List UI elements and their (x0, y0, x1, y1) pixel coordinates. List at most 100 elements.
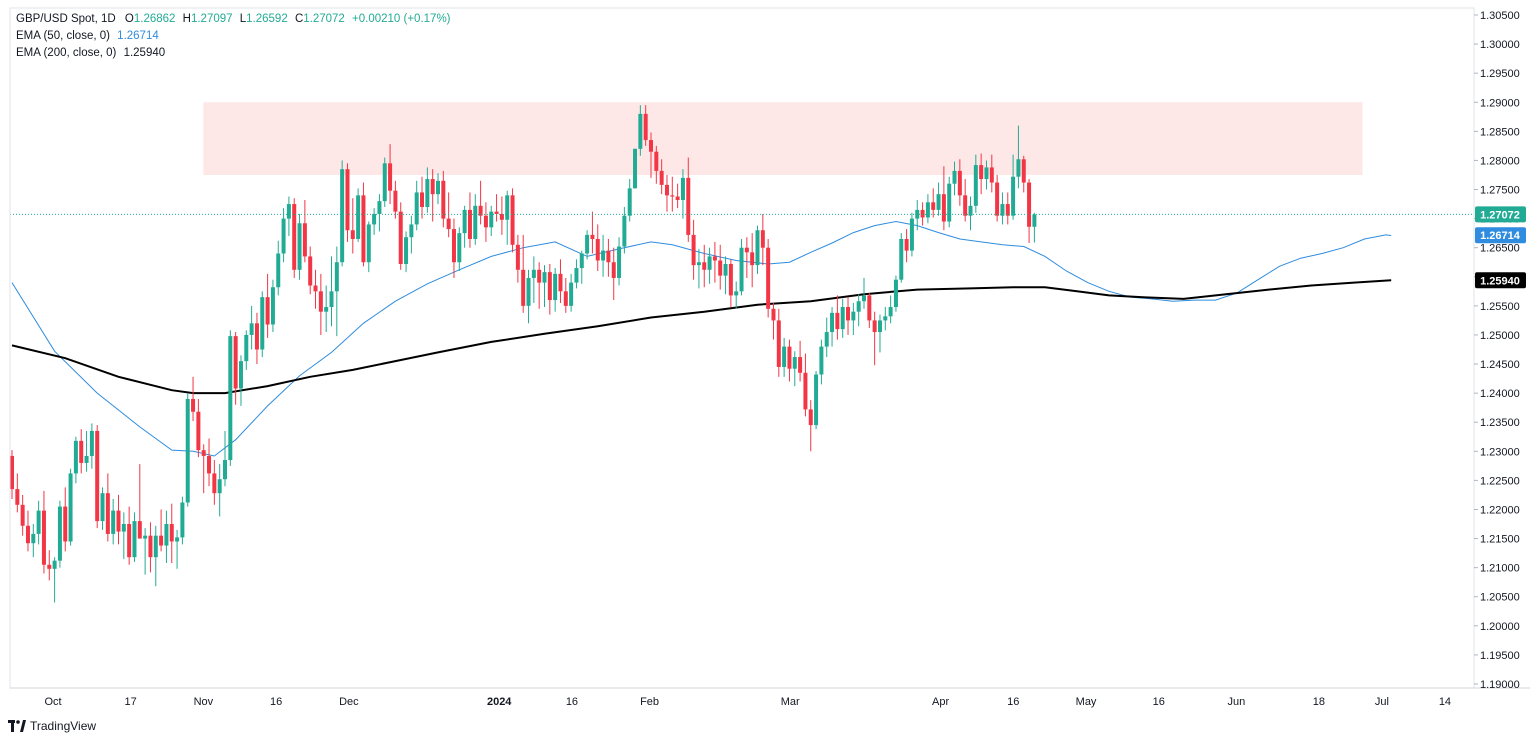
candle-body (851, 311, 856, 321)
candle-body (1027, 182, 1032, 227)
candle (260, 291, 265, 358)
candle-body (233, 336, 238, 389)
candle-body (899, 238, 904, 280)
candle (675, 183, 680, 209)
candle (425, 167, 430, 213)
close-label: C (294, 13, 304, 25)
candle-body (356, 195, 361, 239)
y-tick-label: 1.27500 (1480, 185, 1520, 197)
candle-body (302, 223, 307, 257)
candle-body (808, 409, 813, 426)
candle-body (79, 440, 84, 463)
candle (888, 295, 893, 324)
candle-body (766, 247, 771, 309)
candle (63, 487, 68, 552)
candle-body (782, 346, 787, 367)
candle (606, 238, 611, 277)
candle-body (840, 307, 845, 330)
tradingview-logo[interactable]: TradingView (8, 719, 96, 733)
candle (281, 208, 286, 263)
y-tick-label: 1.28000 (1480, 155, 1520, 167)
candle-body (734, 291, 739, 296)
candle (633, 148, 638, 189)
candle-body (547, 272, 552, 301)
low-label: L (239, 13, 247, 25)
candle (15, 473, 20, 513)
candle (308, 246, 313, 295)
candle-body (143, 535, 148, 539)
candle-body (696, 262, 701, 266)
candle (462, 205, 467, 248)
candle-body (707, 256, 712, 270)
y-tick-label: 1.30000 (1480, 39, 1520, 51)
candle-body (105, 493, 110, 534)
candle-body (872, 320, 877, 333)
candle (867, 293, 872, 328)
candle (297, 213, 302, 280)
candle-body (590, 234, 595, 239)
candle (47, 550, 52, 581)
candle (537, 262, 542, 309)
candle-body (952, 170, 957, 184)
candle-body (659, 170, 664, 185)
candle (238, 355, 243, 406)
candle (430, 169, 435, 222)
ema50-legend-row[interactable]: EMA (50, close, 0) 1.26714 (16, 28, 451, 45)
candle (25, 510, 30, 552)
candle-body (846, 307, 851, 321)
x-tick-label: 16 (1007, 696, 1019, 708)
candle-body (121, 524, 126, 532)
y-tick-label: 1.23500 (1480, 417, 1520, 429)
candle-body (1005, 204, 1010, 216)
x-tick-label: 16 (566, 696, 578, 708)
candle-body (638, 113, 643, 149)
candle-body (505, 195, 510, 220)
candle-body (712, 256, 717, 261)
candle-body (73, 440, 78, 474)
candle-body (1021, 159, 1026, 183)
candle-body (52, 560, 57, 569)
x-tick-label: 2024 (487, 696, 512, 708)
y-tick-label: 1.21000 (1480, 563, 1520, 575)
candle-body (494, 211, 499, 214)
candle (212, 460, 217, 505)
candle (100, 487, 105, 530)
candle (494, 194, 499, 222)
candle-body (680, 177, 685, 200)
candle (196, 398, 201, 458)
candle-body (148, 535, 153, 558)
candle-body (771, 308, 776, 321)
candle-body (217, 479, 222, 494)
candle (766, 238, 771, 318)
candle-body (925, 202, 930, 218)
candle-body (798, 357, 803, 373)
candle (398, 202, 403, 270)
candle (739, 238, 744, 296)
candle-body (276, 253, 281, 288)
candle (276, 240, 281, 296)
ema200-legend-row[interactable]: EMA (200, close, 0) 1.25940 (16, 45, 451, 62)
candle (984, 160, 989, 190)
candle (776, 308, 781, 377)
candle-body (361, 195, 366, 263)
candle (467, 192, 472, 248)
candle-body (372, 213, 377, 225)
candle-body (947, 183, 952, 222)
candle (132, 512, 137, 562)
candle-body (718, 260, 723, 276)
candle-body (223, 460, 227, 480)
candle-body (521, 269, 526, 306)
candle (334, 246, 339, 337)
candle (680, 169, 685, 219)
candle-body (201, 450, 206, 456)
x-tick-label: 17 (124, 696, 136, 708)
candle-body (47, 564, 52, 569)
candle-body (478, 205, 483, 216)
candle (574, 259, 579, 289)
candle-body (627, 188, 632, 216)
ema200-price-tag-bg (1475, 272, 1526, 289)
candle-body (63, 506, 68, 542)
candle-body (755, 230, 760, 266)
candle-body (819, 346, 824, 375)
